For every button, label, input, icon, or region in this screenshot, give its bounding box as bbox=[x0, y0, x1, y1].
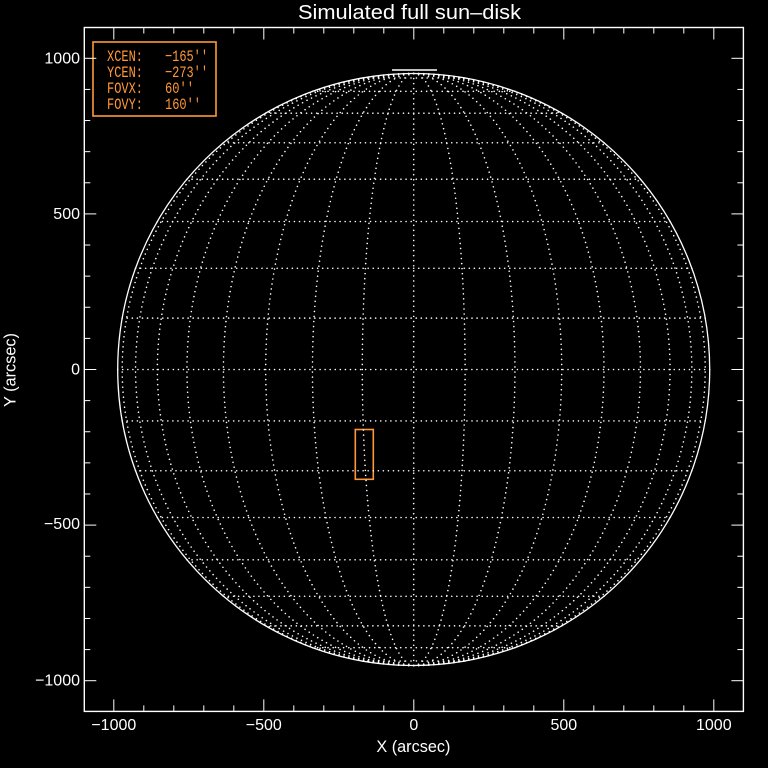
svg-text:1000: 1000 bbox=[44, 51, 80, 68]
svg-text:0: 0 bbox=[409, 717, 418, 734]
svg-text:160'': 160'' bbox=[165, 96, 201, 114]
svg-text:500: 500 bbox=[550, 717, 577, 734]
svg-text:X (arcsec): X (arcsec) bbox=[376, 737, 450, 756]
svg-text:500: 500 bbox=[53, 206, 80, 223]
svg-text:−500: −500 bbox=[44, 516, 80, 533]
svg-text:FOVY:: FOVY: bbox=[107, 96, 143, 114]
svg-text:−500: −500 bbox=[246, 717, 282, 734]
svg-text:Simulated full sun–disk: Simulated full sun–disk bbox=[298, 2, 522, 24]
svg-text:0: 0 bbox=[71, 362, 80, 379]
svg-text:−1000: −1000 bbox=[35, 673, 80, 690]
svg-text:Y (arcsec): Y (arcsec) bbox=[1, 333, 20, 407]
svg-text:1000: 1000 bbox=[696, 717, 732, 734]
svg-text:−1000: −1000 bbox=[91, 717, 136, 734]
